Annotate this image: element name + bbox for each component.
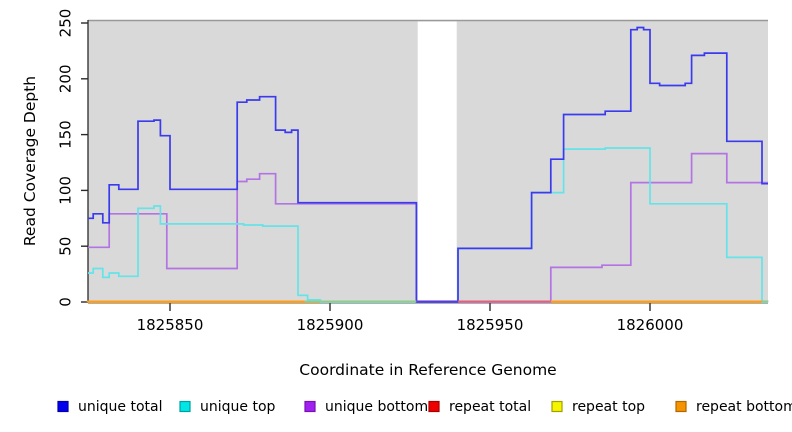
- x-axis-title: Coordinate in Reference Genome: [299, 361, 557, 379]
- series-unique-top: [88, 147, 768, 303]
- x-tick-label: 1826000: [617, 316, 684, 334]
- legend-label-unique-top: unique top: [200, 399, 276, 415]
- legend-label-repeat-bottom: repeat bottom: [696, 399, 792, 415]
- x-tick-label: 1825950: [457, 316, 524, 334]
- legend-label-unique-total: unique total: [78, 399, 162, 415]
- legend-label-repeat-top: repeat top: [572, 399, 645, 415]
- y-axis-title: Read Coverage Depth: [21, 75, 39, 247]
- x-tick-label: 1825850: [137, 316, 204, 334]
- no-data-gap: [417, 21, 457, 301]
- legend-label-repeat-total: repeat total: [449, 399, 531, 415]
- y-tick-label: 50: [57, 237, 75, 256]
- legend-label-unique-bottom: unique bottom: [325, 399, 428, 415]
- legend-swatch-repeat-total: [428, 400, 440, 413]
- legend-swatch-unique-bottom: [304, 400, 316, 413]
- legend: unique total unique top unique bottom repea…: [57, 399, 792, 415]
- y-tick-label: 150: [57, 120, 75, 149]
- y-tick-label: 250: [57, 9, 75, 38]
- legend-swatch-repeat-bottom: [675, 400, 687, 413]
- x-tick-label: 1825900: [297, 316, 364, 334]
- y-tick-label: 0: [57, 297, 75, 307]
- y-tick-label: 100: [57, 176, 75, 205]
- y-tick-label: 200: [57, 64, 75, 93]
- legend-swatch-repeat-top: [551, 400, 563, 413]
- legend-swatch-unique-total: [57, 400, 69, 413]
- legend-swatch-unique-top: [179, 400, 191, 413]
